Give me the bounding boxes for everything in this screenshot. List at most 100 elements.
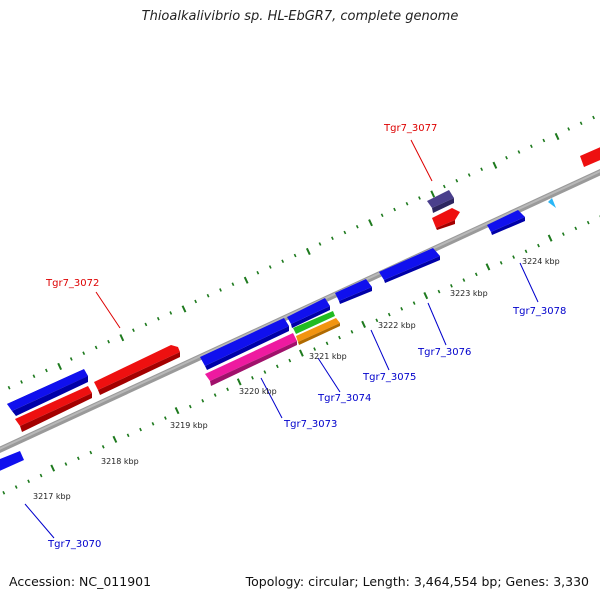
gene-label-tgr7-3076[interactable]: Tgr7_3076: [417, 347, 471, 358]
gene-feature-red-2[interactable]: [94, 345, 180, 395]
gene-label-tgr7-3073[interactable]: Tgr7_3073: [283, 419, 337, 430]
tick-mark: [251, 376, 254, 380]
tick-mark: [355, 224, 359, 229]
tick-mark: [76, 456, 80, 461]
tick-mark: [537, 243, 540, 248]
gene-feature-red-edge[interactable]: [580, 145, 600, 167]
tick-mark: [156, 316, 160, 321]
tick-mark: [505, 155, 508, 160]
tick-mark: [94, 345, 98, 350]
gene-feature-blue-top[interactable]: [7, 369, 88, 416]
tick-mark: [20, 380, 23, 384]
tick-mark: [350, 330, 354, 334]
gene-label-tgr7-3078[interactable]: Tgr7_3078: [512, 306, 566, 317]
tick-mark: [375, 318, 379, 323]
tick-mark: [331, 236, 334, 241]
gene-label-tgr7-3074[interactable]: Tgr7_3074: [317, 393, 371, 404]
tick-mark: [343, 230, 347, 235]
tick-mark: [112, 435, 118, 443]
tick-mark: [529, 144, 533, 149]
tick-mark: [206, 293, 210, 298]
tick-mark: [119, 334, 125, 342]
tick-mark: [579, 121, 583, 126]
gene-feature-blue-bottom-left[interactable]: [0, 451, 24, 473]
tick-mark: [219, 288, 222, 292]
tick-mark: [554, 132, 560, 141]
tick-mark: [368, 219, 373, 227]
tick-mark: [263, 370, 267, 374]
gene-feature-orange[interactable]: [296, 318, 340, 345]
tick-mark: [423, 292, 429, 300]
gene-feature-blue-right[interactable]: [487, 210, 525, 235]
tick-mark: [126, 433, 130, 438]
tick-mark: [256, 270, 260, 275]
tick-mark: [567, 127, 571, 131]
tick-mark: [592, 115, 595, 120]
tick-mark: [89, 450, 93, 455]
tick-mark: [144, 322, 148, 327]
tick-mark: [542, 138, 546, 143]
tick-tracks: [2, 115, 600, 495]
tick-mark: [243, 276, 249, 284]
tick-mark: [462, 278, 466, 282]
tick-mark: [7, 385, 11, 390]
tick-label-3224: 3224 kbp: [522, 257, 560, 266]
tick-mark: [45, 368, 48, 373]
tick-mark: [299, 349, 304, 357]
tick-mark: [586, 220, 590, 225]
tick-mark: [430, 190, 436, 198]
tick-mark: [338, 335, 341, 340]
tick-mark: [305, 247, 311, 256]
tick-mark: [275, 364, 279, 369]
tick-mark: [450, 284, 453, 288]
gene-label-tgr7-3075[interactable]: Tgr7_3075: [362, 372, 416, 383]
tick-mark: [57, 362, 63, 371]
tick-mark: [474, 272, 478, 277]
gene-label-tgr7-3077[interactable]: Tgr7_3077: [383, 123, 437, 134]
tick-label-3221: 3221 kbp: [309, 352, 347, 361]
tick-mark: [213, 393, 217, 397]
gene-feature-purple[interactable]: [427, 190, 454, 213]
tick-mark: [400, 307, 404, 311]
tick-mark: [318, 242, 322, 246]
tick-mark: [281, 259, 285, 264]
gene-feature-pink[interactable]: [205, 333, 297, 386]
tick-label-3217: 3217 kbp: [33, 492, 71, 501]
tick-mark: [293, 253, 297, 258]
tick-mark: [39, 473, 43, 478]
gene-feature-red-1[interactable]: [15, 386, 92, 432]
gene-label-tgr7-3072[interactable]: Tgr7_3072: [45, 278, 99, 289]
tick-mark: [64, 462, 68, 466]
tick-mark: [361, 320, 366, 328]
tick-mark: [231, 282, 235, 287]
marker-icon[interactable]: [548, 198, 556, 208]
tick-mark: [547, 234, 553, 242]
tick-mark: [174, 406, 180, 415]
tick-mark: [107, 339, 110, 344]
tick-mark: [492, 161, 498, 169]
tick-mark: [2, 491, 6, 495]
tick-mark: [236, 378, 242, 386]
gene-features: [0, 145, 600, 473]
gene-feature-blue-mid[interactable]: [200, 248, 440, 370]
gene-labels: Tgr7_3072 Tgr7_3077 Tgr7_3070 Tgr7_3073 …: [45, 123, 566, 550]
gene-feature-green[interactable]: [293, 311, 335, 334]
gene-label-tgr7-3070[interactable]: Tgr7_3070: [47, 539, 101, 550]
kbp-tick-labels: 3217 kbp 3218 kbp 3219 kbp 3220 kbp 3221…: [33, 257, 560, 501]
tick-mark: [499, 261, 503, 265]
tick-mark: [380, 213, 384, 218]
tick-mark: [164, 416, 167, 420]
tick-mark: [132, 328, 135, 333]
tick-mark: [517, 150, 521, 154]
tick-mark: [418, 196, 421, 200]
label-pointers: [24, 139, 539, 539]
gene-feature-red-small[interactable]: [432, 208, 460, 230]
tick-mark: [181, 305, 187, 313]
tick-mark: [480, 167, 484, 172]
tick-mark: [574, 226, 578, 231]
tick-mark: [288, 358, 292, 363]
tick-mark: [32, 374, 36, 378]
accession-text: Accession: NC_011901: [9, 574, 152, 589]
tick-mark: [101, 445, 105, 449]
